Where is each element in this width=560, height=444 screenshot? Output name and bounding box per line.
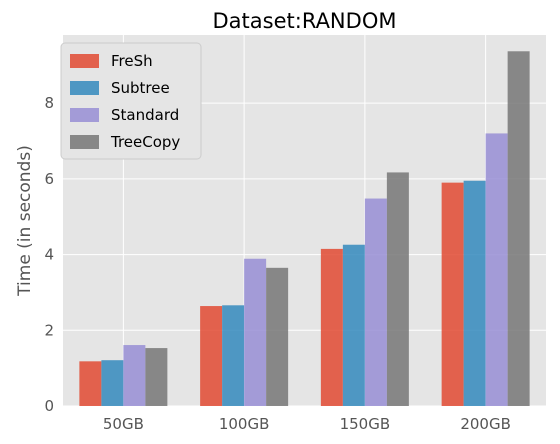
bar-treecopy — [266, 267, 289, 406]
x-tick-label: 50GB — [103, 415, 144, 433]
ticks: 0 2 4 6 8 50GB 100GB 150GB 200GB — [44, 94, 510, 433]
legend-label: FreSh — [111, 52, 153, 70]
chart-title: Dataset:RANDOM — [213, 9, 397, 33]
legend-swatch — [70, 135, 99, 149]
x-tick-label: 200GB — [460, 415, 511, 433]
bar-subtree — [101, 360, 124, 406]
bar-subtree — [463, 180, 486, 406]
bar-standard — [244, 258, 267, 406]
legend-box — [60, 42, 202, 160]
legend-swatch — [70, 108, 99, 122]
y-axis-title: Time (in seconds) — [15, 145, 35, 297]
legend-swatch — [70, 54, 99, 68]
bar-subtree — [222, 305, 245, 406]
legend-label: TreeCopy — [110, 133, 180, 151]
bar-fresh — [441, 182, 464, 406]
legend-label: Subtree — [111, 79, 170, 97]
y-tick-label: 0 — [44, 397, 54, 415]
y-tick-label: 4 — [44, 246, 54, 264]
bar-fresh — [79, 361, 102, 406]
legend: FreSh Subtree Standard TreeCopy — [60, 42, 202, 160]
bar-treecopy — [145, 348, 168, 406]
x-tick-label: 100GB — [219, 415, 270, 433]
y-tick-label: 8 — [44, 94, 54, 112]
bar-treecopy — [386, 172, 409, 406]
bar-standard — [123, 345, 146, 406]
bar-fresh — [200, 306, 223, 406]
bars — [79, 51, 530, 407]
bar-standard — [485, 133, 508, 406]
legend-label: Standard — [111, 106, 179, 124]
legend-swatch — [70, 81, 99, 95]
bar-fresh — [320, 248, 343, 406]
bar-subtree — [342, 244, 365, 406]
x-tick-label: 150GB — [340, 415, 391, 433]
y-tick-label: 2 — [44, 321, 54, 339]
bar-treecopy — [507, 51, 530, 407]
bar-standard — [364, 198, 387, 406]
y-tick-label: 6 — [44, 170, 54, 188]
